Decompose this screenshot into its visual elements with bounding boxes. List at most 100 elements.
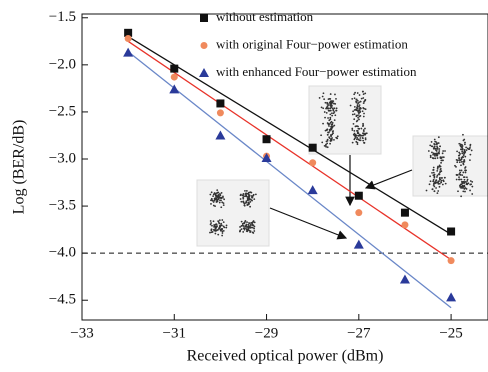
inset-dot [249, 198, 251, 200]
inset-dot [436, 192, 438, 194]
inset-dot [251, 200, 253, 202]
inset-dot [247, 229, 249, 231]
inset-dot [240, 194, 242, 196]
inset-dot [352, 110, 354, 112]
inset-dot [328, 110, 330, 112]
inset-dot [435, 141, 437, 143]
inset-dot [223, 230, 225, 232]
inset-dot [249, 222, 251, 224]
inset-dot [220, 206, 222, 208]
inset-dot [363, 134, 365, 136]
x-tick-label: −29 [255, 325, 278, 341]
inset-dot [322, 123, 324, 125]
inset-dot [331, 100, 333, 102]
inset-dot [357, 107, 359, 109]
inset-dot [331, 137, 333, 139]
inset-dot [223, 221, 225, 223]
inset-dot [328, 98, 330, 100]
inset-dot [435, 148, 437, 150]
point [171, 74, 178, 81]
inset-dot [218, 221, 220, 223]
point [125, 35, 132, 42]
inset-dot [433, 167, 435, 169]
inset-dot [246, 190, 248, 192]
inset-dot [357, 104, 359, 106]
inset-dot [431, 172, 433, 174]
inset-dot [331, 115, 333, 117]
inset-dot [363, 142, 365, 144]
inset-dot [226, 225, 228, 227]
inset-dot [357, 142, 359, 144]
inset-dot [465, 146, 467, 148]
legend-marker [199, 68, 209, 77]
inset-dot [466, 180, 468, 182]
inset-dot [221, 192, 223, 194]
inset-dot [253, 194, 255, 196]
inset-dot [352, 142, 354, 144]
inset-dot [332, 110, 334, 112]
legend-label: without estimation [216, 9, 314, 24]
x-tick-label: −33 [70, 325, 93, 341]
inset-dot [433, 172, 435, 174]
inset-dot [242, 195, 244, 197]
point [447, 227, 455, 235]
inset-dot [216, 223, 218, 225]
inset-dot [471, 193, 473, 195]
inset-dot [457, 190, 459, 192]
inset-dot [438, 142, 440, 144]
inset-dot [436, 155, 438, 157]
inset-dot [463, 159, 465, 161]
inset-dot [458, 155, 460, 157]
inset-dot [215, 195, 217, 197]
point [400, 275, 410, 284]
inset-dot [319, 97, 321, 99]
point [216, 99, 224, 107]
inset-dot [255, 193, 257, 195]
inset-dot [464, 191, 466, 193]
inset-dot [462, 161, 464, 163]
inset-dot [328, 124, 330, 126]
inset-dot [435, 187, 437, 189]
point [309, 144, 317, 152]
inset-dot [219, 202, 221, 204]
inset-dot [462, 172, 464, 174]
inset-dot [358, 138, 360, 140]
inset-dot [441, 177, 443, 179]
inset-dot [212, 195, 214, 197]
point [308, 185, 318, 194]
inset-dot [240, 201, 242, 203]
inset-dot [459, 170, 461, 172]
legend-marker [200, 14, 208, 22]
inset-dot [210, 224, 212, 226]
inset-dot [443, 156, 445, 158]
inset-dot [445, 183, 447, 185]
inset-dot [461, 170, 463, 172]
inset-dot [334, 114, 336, 116]
inset-dot [337, 135, 339, 137]
inset-dot [362, 110, 364, 112]
y-axis-label: Log (BER/dB) [11, 120, 28, 215]
inset-dot [353, 123, 355, 125]
inset-dot [254, 226, 256, 228]
inset-dot [465, 172, 467, 174]
inset-dot [321, 141, 323, 143]
inset-dot [247, 226, 249, 228]
inset-dot [461, 174, 463, 176]
inset-dot [324, 145, 326, 147]
inset-dot [250, 230, 252, 232]
inset-dot [243, 200, 245, 202]
inset-dot [331, 105, 333, 107]
inset-dot [432, 154, 434, 156]
inset-dot [365, 137, 367, 139]
inset-dot [326, 107, 328, 109]
inset-dot [461, 161, 463, 163]
inset-dot [334, 119, 336, 121]
inset-dot [363, 102, 365, 104]
inset-dot [442, 184, 444, 186]
inset-dot [356, 135, 358, 137]
inset-dot [458, 157, 460, 159]
inset-dot [243, 222, 245, 224]
inset-dot [463, 153, 465, 155]
inset-frame [413, 136, 488, 196]
point [215, 130, 225, 139]
